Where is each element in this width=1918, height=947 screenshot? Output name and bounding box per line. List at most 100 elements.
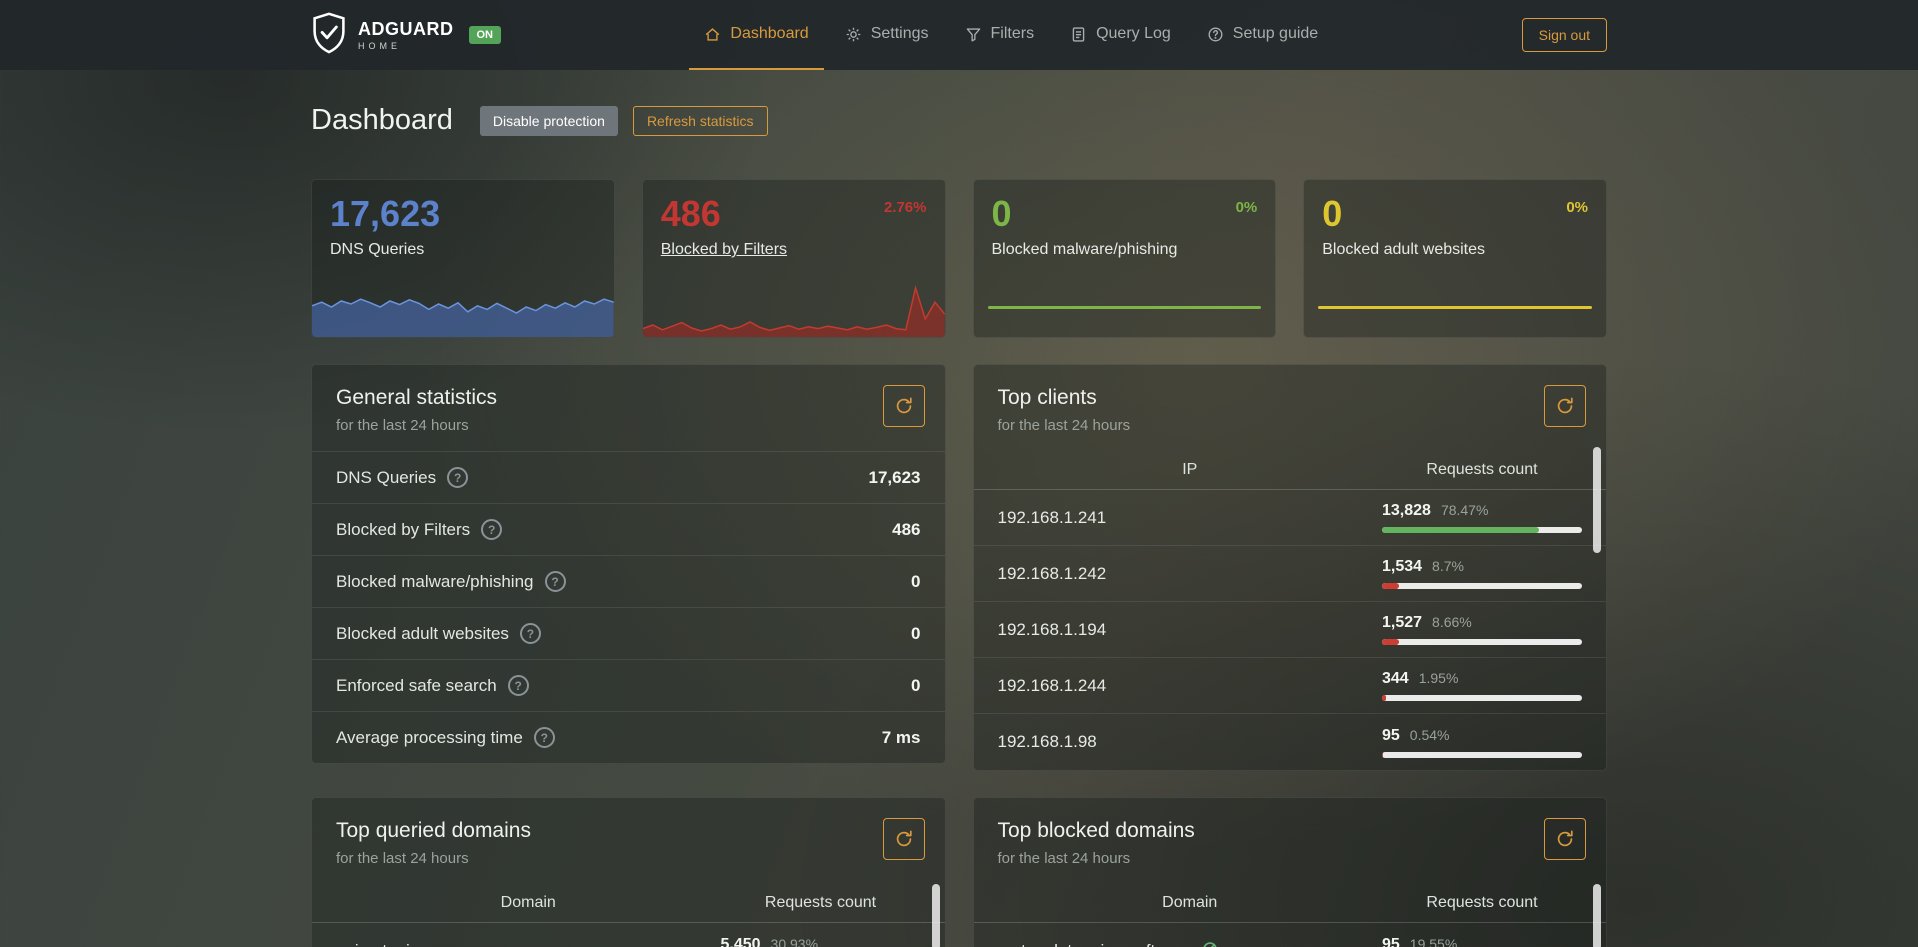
stat-row: Enforced safe search? 0 (312, 659, 945, 711)
stat-card-blocked-malware: 0 0% Blocked malware/phishing (972, 179, 1277, 338)
general-statistics-panel: General statistics for the last 24 hours… (311, 364, 946, 764)
domain-row: api.entur.io 5,450 30.93% (312, 923, 945, 947)
stat-label: DNS Queries (330, 241, 425, 258)
column-requests-count: Requests count (1426, 461, 1538, 478)
stat-row: Blocked adult websites? 0 (312, 607, 945, 659)
stat-row-value: 0 (911, 571, 921, 591)
requests-percent: 0.54% (1409, 726, 1450, 743)
refresh-button[interactable] (1544, 385, 1586, 427)
progress-track (1382, 751, 1582, 758)
scrollbar-thumb[interactable] (1593, 447, 1601, 553)
protection-on-badge: ON (468, 26, 501, 44)
column-ip: IP (1182, 461, 1198, 478)
table-header: Domain Requests count (973, 884, 1606, 923)
stat-row-value: 7 ms (881, 727, 921, 747)
scrollbar-thumb[interactable] (931, 884, 940, 947)
nav-item-query-log[interactable]: Query Log (1055, 0, 1186, 70)
adult-flat-sparkline (1318, 306, 1592, 309)
brand-title: ADGUARD (358, 18, 454, 39)
brand-subtitle: HOME (358, 40, 401, 51)
requests-count: 1,527 (1382, 614, 1423, 631)
requests-percent: 8.66% (1432, 614, 1472, 630)
home-icon (704, 26, 721, 43)
stat-row-label: Blocked by Filters (336, 519, 471, 539)
stat-label: Blocked malware/phishing (991, 241, 1178, 258)
client-ip: 192.168.1.244 (997, 675, 1107, 695)
progress-bar (1382, 695, 1386, 701)
refresh-button[interactable] (882, 818, 925, 860)
top-clients-table: IP Requests count 192.168.1.241 13,828 78… (973, 451, 1606, 770)
client-row: 192.168.1.244 344 1.95% (973, 658, 1606, 714)
panel-subtitle: for the last 24 hours (336, 850, 469, 867)
stat-row-value: 0 (911, 623, 921, 643)
refresh-statistics-button[interactable]: Refresh statistics (632, 105, 768, 136)
main-nav: Dashboard Settings Filters (689, 0, 1333, 70)
nav-item-settings[interactable]: Settings (830, 0, 944, 70)
blocked-tracker-icon[interactable] (1201, 940, 1219, 947)
stat-row: Blocked malware/phishing? 0 (312, 555, 945, 607)
client-ip: 192.168.1.241 (997, 507, 1107, 527)
stat-card-dns-queries: 17,623 DNS Queries (311, 179, 615, 338)
stat-label: Blocked adult websites (1322, 241, 1486, 258)
nav-item-dashboard[interactable]: Dashboard (689, 0, 824, 70)
stat-percent: 0% (1566, 199, 1588, 216)
panel-subtitle: for the last 24 hours (997, 850, 1131, 867)
client-ip: 192.168.1.242 (997, 563, 1107, 583)
stat-row-value: 17,623 (868, 467, 921, 487)
domain-name: vortex.data.microsoft.com (998, 941, 1193, 947)
top-blocked-domains-panel: Top blocked domains for the last 24 hour… (972, 797, 1607, 947)
stat-row: Blocked by Filters? 486 (312, 503, 945, 555)
stat-value: 0 (1322, 193, 1343, 234)
requests-count: 95 (1382, 726, 1400, 744)
top-blocked-domains-table: Domain Requests count vortex.data.micros… (973, 884, 1606, 947)
stat-row-label: Blocked adult websites (336, 623, 509, 643)
help-icon[interactable]: ? (481, 519, 503, 540)
sign-out-button[interactable]: Sign out (1521, 18, 1607, 52)
column-domain: Domain (1162, 894, 1218, 911)
stat-value: 486 (660, 193, 721, 234)
document-icon (1070, 26, 1087, 43)
progress-track (1382, 639, 1582, 645)
nav-item-filters[interactable]: Filters (950, 0, 1050, 70)
gear-icon (845, 26, 862, 43)
shield-icon (311, 11, 347, 59)
stat-row-value: 0 (911, 675, 921, 695)
panel-subtitle: for the last 24 hours (336, 417, 469, 434)
stat-row-label: DNS Queries (336, 467, 437, 487)
stat-percent: 0% (1235, 199, 1258, 216)
stat-value: 0 (991, 193, 1012, 234)
nav-label: Filters (990, 25, 1035, 42)
progress-bar (1382, 751, 1384, 758)
scrollbar-thumb[interactable] (1593, 884, 1601, 947)
panel-title: Top blocked domains (997, 819, 1195, 842)
progress-bar (1382, 639, 1400, 645)
panel-subtitle: for the last 24 hours (997, 417, 1131, 434)
help-icon[interactable]: ? (519, 623, 541, 644)
disable-protection-button[interactable]: Disable protection (479, 105, 618, 136)
stat-card-blocked-filters: 486 2.76% Blocked by Filters (641, 179, 946, 338)
help-icon[interactable]: ? (544, 571, 566, 592)
panel-title: General statistics (336, 386, 498, 409)
requests-count: 95 (1382, 935, 1400, 947)
requests-count: 344 (1382, 670, 1409, 687)
help-icon[interactable]: ? (533, 727, 555, 748)
stat-cards-row: 17,623 DNS Queries 486 2.76% Blocked by … (311, 179, 1607, 338)
blocked-filters-sparkline (642, 277, 945, 337)
general-statistics-list: DNS Queries? 17,623 Blocked by Filters? … (312, 451, 945, 763)
client-row: 192.168.1.194 1,527 8.66% (973, 602, 1606, 658)
table-header: IP Requests count (973, 451, 1606, 490)
panel-title: Top clients (997, 386, 1097, 409)
nav-label: Settings (870, 25, 929, 42)
refresh-button[interactable] (882, 385, 925, 427)
help-icon[interactable]: ? (447, 467, 469, 488)
dashboard-page: Dashboard Disable protection Refresh sta… (311, 104, 1607, 947)
malware-flat-sparkline (987, 306, 1262, 309)
nav-item-setup-guide[interactable]: Setup guide (1192, 0, 1333, 70)
blocked-by-filters-link[interactable]: Blocked by Filters (660, 241, 788, 258)
refresh-button[interactable] (1544, 818, 1586, 860)
client-row: 192.168.1.241 13,828 78.47% (973, 490, 1606, 546)
adguard-logo: ADGUARD HOME ON (311, 0, 501, 70)
help-icon[interactable]: ? (507, 675, 529, 696)
top-queried-domains-table: Domain Requests count api.entur.io 5,450… (312, 884, 945, 947)
requests-count: 13,828 (1382, 502, 1431, 519)
